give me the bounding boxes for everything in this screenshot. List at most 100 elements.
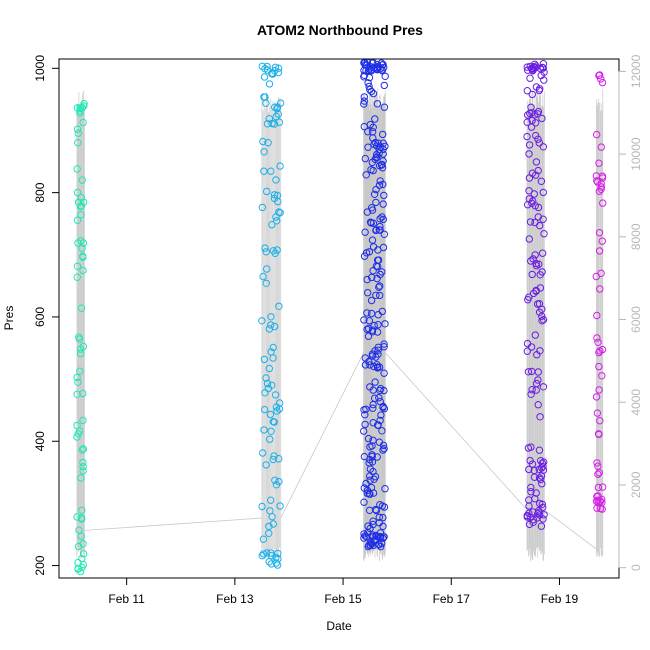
data-point (366, 524, 374, 533)
data-point (379, 200, 387, 208)
data-point (536, 511, 544, 519)
data-point (262, 461, 270, 469)
data-point (366, 85, 374, 94)
data-point (540, 230, 548, 238)
data-point (534, 376, 542, 384)
data-point (269, 455, 277, 464)
data-point (271, 103, 279, 111)
data-point (595, 469, 603, 477)
data-point (258, 552, 266, 560)
data-point (375, 438, 384, 446)
data-point (526, 62, 534, 71)
data-point (369, 436, 377, 444)
data-point (527, 483, 535, 492)
data-point (538, 480, 546, 488)
data-point (272, 553, 280, 562)
data-point (532, 158, 541, 166)
data-point (259, 449, 267, 457)
data-point (271, 476, 279, 484)
data-point (532, 262, 541, 270)
data-point (361, 361, 370, 369)
data-point (531, 63, 540, 72)
data-point (372, 226, 380, 235)
data-point (380, 533, 388, 541)
data-point (270, 418, 278, 426)
data-point (265, 529, 273, 537)
data-point (380, 103, 389, 111)
data-point (535, 508, 543, 516)
data-point (368, 236, 377, 244)
data-point (259, 550, 268, 558)
data-point (523, 87, 531, 95)
data-point (76, 367, 84, 375)
data-point (374, 346, 382, 354)
data-point (598, 237, 606, 245)
data-point (262, 248, 270, 256)
data-point (77, 474, 85, 482)
secondary-y-tick-label: 4000 (629, 389, 643, 416)
data-point (371, 115, 379, 123)
data-point (79, 445, 88, 453)
data-point (275, 302, 283, 310)
data-point (539, 64, 547, 72)
data-point (77, 211, 85, 219)
depth-track-lines (76, 88, 604, 562)
data-point (368, 442, 376, 450)
data-point (378, 61, 386, 69)
data-point (596, 71, 604, 79)
data-point (374, 321, 382, 329)
data-point (261, 93, 269, 101)
data-point (381, 485, 389, 493)
data-point (539, 503, 547, 512)
data-point (73, 262, 82, 270)
data-point (373, 100, 382, 108)
data-point (270, 452, 278, 460)
data-point (263, 120, 272, 128)
secondary-y-tick-label: 8000 (629, 223, 643, 250)
data-point (528, 270, 536, 279)
data-point (258, 502, 266, 511)
data-point (364, 143, 372, 151)
data-point (271, 391, 280, 399)
data-point (272, 403, 281, 411)
data-point (595, 229, 604, 237)
data-point (532, 171, 540, 179)
data-point (379, 150, 387, 158)
data-point (73, 125, 82, 133)
x-axis: Feb 11 Feb 13 Feb 15 Feb 17 Feb 19 (108, 577, 578, 606)
data-point (539, 215, 547, 223)
data-point (368, 59, 376, 67)
data-point (74, 139, 82, 147)
data-point (365, 317, 373, 325)
data-point (73, 390, 81, 398)
data-point (598, 505, 606, 513)
data-point (380, 404, 389, 413)
data-point (376, 416, 384, 425)
data-point (370, 190, 379, 199)
data-point (268, 513, 276, 521)
data-point (527, 488, 535, 496)
data-point (532, 379, 541, 388)
data-point (375, 513, 383, 521)
data-point (527, 390, 535, 398)
data-point (73, 373, 81, 382)
data-point (524, 296, 532, 304)
data-point (379, 403, 387, 412)
data-point (360, 530, 368, 538)
data-point (524, 444, 533, 452)
data-point (267, 551, 275, 560)
data-point (361, 411, 369, 419)
data-point (262, 279, 270, 287)
data-point (267, 313, 275, 321)
data-point (364, 128, 372, 136)
data-point (78, 176, 86, 184)
data-point (594, 178, 602, 186)
data-point (375, 541, 383, 549)
data-point (79, 389, 87, 398)
data-point (275, 477, 283, 486)
data-point (366, 465, 375, 473)
data-point (80, 550, 88, 558)
data-point (538, 464, 546, 472)
data-point (360, 316, 368, 324)
data-point (598, 372, 606, 380)
